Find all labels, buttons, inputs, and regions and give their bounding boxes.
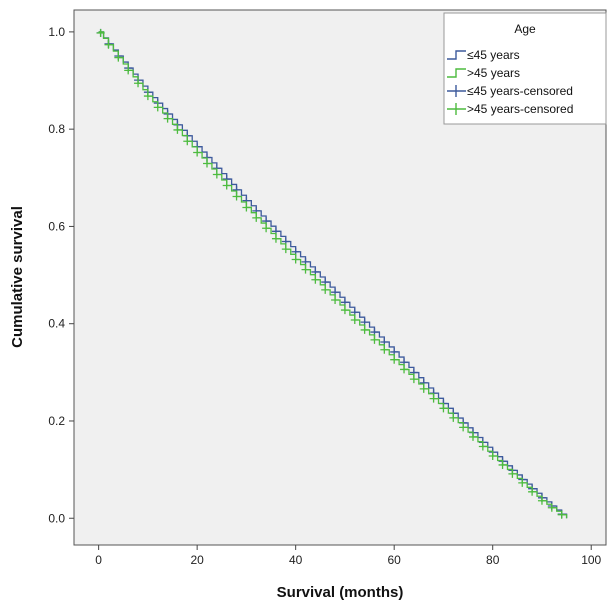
x-tick-label: 20 — [190, 553, 204, 567]
censor-mark — [360, 325, 369, 334]
y-tick-label: 0.6 — [48, 219, 65, 233]
censor-mark — [537, 496, 546, 505]
x-tick-label: 100 — [581, 553, 601, 567]
censor-mark — [380, 345, 389, 354]
legend: Age ≤45 years >45 years ≤45 years-censored… — [443, 12, 607, 125]
censor-mark — [153, 103, 162, 112]
censor-mark — [508, 469, 517, 478]
censor-mark — [173, 125, 182, 134]
series-1 — [96, 28, 568, 519]
censor-mark — [252, 213, 261, 222]
censor-mark — [409, 375, 418, 384]
censor-mark — [370, 335, 379, 344]
y-tick-label: 1.0 — [48, 25, 65, 39]
censor-mark — [163, 114, 172, 123]
legend-entry: ≤45 years — [467, 48, 520, 62]
censor-mark — [134, 79, 143, 88]
y-tick-label: 0.8 — [48, 122, 65, 136]
censor-mark — [557, 510, 566, 519]
censor-mark — [301, 265, 310, 274]
censor-mark — [498, 460, 507, 469]
censor-mark — [321, 285, 330, 294]
y-axis: 0.0 0.2 0.4 0.6 0.8 1.0 — [48, 25, 74, 525]
censor-mark — [291, 255, 300, 264]
legend-swatch-step — [447, 68, 466, 78]
x-tick-label: 60 — [388, 553, 402, 567]
censor-mark — [124, 66, 133, 75]
censor-mark — [114, 53, 123, 62]
censor-mark — [193, 148, 202, 157]
censor-mark — [488, 451, 497, 460]
x-axis-title: Survival (months) — [277, 584, 404, 601]
censor-mark — [271, 234, 280, 243]
censor-mark — [104, 40, 113, 49]
x-tick-label: 80 — [486, 553, 500, 567]
x-tick-label: 0 — [95, 553, 102, 567]
censor-mark — [547, 503, 556, 512]
legend-swatch-step — [447, 50, 466, 60]
censor-mark — [242, 203, 251, 212]
censor-mark — [96, 28, 105, 37]
x-tick-label: 40 — [289, 553, 303, 567]
censor-mark — [222, 181, 231, 190]
legend-swatch-censor — [447, 85, 466, 97]
y-tick-label: 0.0 — [48, 511, 65, 525]
y-tick-label: 0.4 — [48, 317, 65, 331]
censor-mark — [528, 487, 537, 496]
censor-mark — [350, 316, 359, 325]
legend-entry: >45 years — [467, 66, 520, 80]
legend-entry: ≤45 years-censored — [467, 84, 573, 98]
legend-entry: >45 years-censored — [467, 102, 573, 116]
censor-mark — [143, 92, 152, 101]
censor-mark — [469, 432, 477, 441]
censor-mark — [478, 442, 487, 451]
legend-title: Age — [514, 22, 536, 36]
censor-mark — [400, 365, 409, 374]
censor-mark — [390, 355, 399, 364]
x-axis: 0 20 40 60 80 100 — [95, 545, 602, 567]
censor-mark — [311, 275, 320, 284]
censor-mark — [429, 394, 438, 403]
legend-entries: ≤45 years >45 years ≤45 years-censored >45 … — [447, 48, 573, 116]
series-layer — [96, 28, 568, 519]
censor-mark — [340, 306, 349, 315]
censor-mark — [262, 224, 271, 233]
legend-swatch-censor — [447, 103, 466, 115]
censor-mark — [203, 159, 211, 168]
censor-mark — [419, 384, 428, 393]
censor-mark — [439, 404, 448, 413]
censor-mark — [281, 245, 290, 254]
censor-mark — [449, 413, 458, 422]
y-axis-title: Cumulative survival — [9, 206, 26, 348]
censor-mark — [232, 192, 241, 201]
censor-mark — [183, 137, 192, 146]
censor-mark — [459, 423, 468, 432]
censor-mark — [212, 170, 221, 179]
legend-box — [443, 12, 607, 125]
y-tick-label: 0.2 — [48, 414, 65, 428]
censor-mark — [331, 295, 340, 304]
censor-mark — [518, 478, 527, 487]
